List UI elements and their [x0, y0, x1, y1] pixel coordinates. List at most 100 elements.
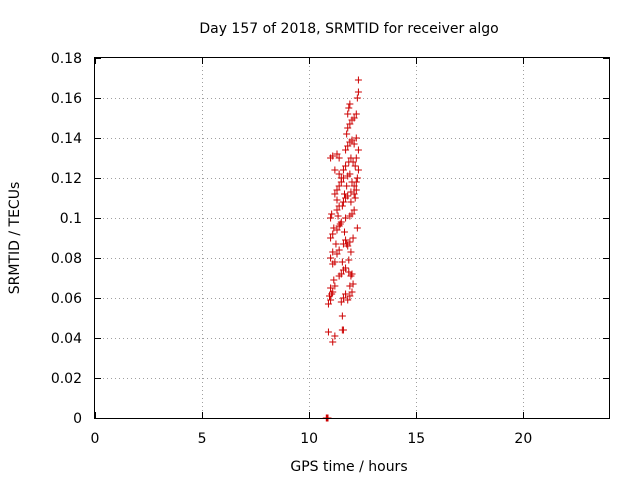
data-point	[327, 284, 335, 292]
data-point	[331, 166, 339, 174]
data-point	[351, 162, 359, 170]
data-point	[327, 234, 335, 242]
data-point	[336, 220, 344, 228]
data-point	[348, 210, 356, 218]
x-tick-label: 10	[300, 431, 318, 447]
data-point	[349, 280, 357, 288]
data-point	[342, 146, 350, 154]
data-point	[327, 214, 335, 222]
data-point	[346, 120, 354, 128]
data-point	[329, 152, 337, 160]
data-point	[329, 230, 337, 238]
data-point	[333, 150, 341, 158]
data-point	[333, 196, 341, 204]
data-point	[333, 206, 341, 214]
data-point	[324, 300, 332, 308]
y-tick-label: 0.16	[51, 91, 82, 107]
data-point	[333, 186, 341, 194]
data-point	[335, 246, 343, 254]
data-point	[353, 94, 361, 102]
data-point	[352, 186, 360, 194]
data-point	[342, 290, 350, 298]
data-point	[350, 182, 358, 190]
axis-ticks	[95, 58, 609, 419]
data-point	[347, 198, 355, 206]
data-point	[331, 258, 339, 266]
data-point	[348, 136, 356, 144]
y-tick-label: 0.04	[51, 331, 82, 347]
data-point	[337, 174, 345, 182]
data-point	[344, 142, 352, 150]
data-point	[337, 270, 345, 278]
y-tick-label: 0.06	[51, 291, 82, 307]
data-point	[346, 292, 354, 300]
data-point	[333, 250, 341, 258]
data-point	[347, 248, 355, 256]
data-point	[332, 240, 340, 248]
data-point	[339, 166, 347, 174]
x-tick-label: 20	[514, 431, 532, 447]
y-axis-label: SRMTID / TECUs	[7, 182, 23, 295]
data-point	[343, 240, 351, 248]
y-tick-label: 0.02	[51, 371, 82, 387]
data-point	[341, 228, 349, 236]
y-tick-labels: 0 0.02 0.04 0.06 0.08 0.1 0.12 0.14 0.16 0.18	[51, 51, 82, 427]
data-point	[350, 114, 358, 122]
data-point	[350, 190, 358, 198]
y-tick-label: 0.18	[51, 51, 82, 67]
data-point	[330, 276, 338, 284]
data-point	[338, 202, 346, 210]
data-point	[352, 110, 360, 118]
data-point	[348, 270, 356, 278]
data-point	[349, 158, 357, 166]
x-tick-label: 5	[198, 431, 207, 447]
data-point	[354, 76, 362, 84]
y-tick-label: 0.14	[51, 131, 82, 147]
data-point	[334, 212, 342, 220]
data-point	[335, 170, 343, 178]
data-point	[343, 182, 351, 190]
data-point	[352, 178, 360, 186]
data-point	[353, 174, 361, 182]
data-point	[345, 104, 353, 112]
data-points	[322, 76, 362, 422]
data-point	[327, 254, 335, 262]
data-point	[341, 190, 349, 198]
data-point	[335, 182, 343, 190]
data-point	[354, 146, 362, 154]
data-point	[339, 198, 347, 206]
data-point	[348, 288, 356, 296]
x-tick-labels: 0 5 10 15 20	[91, 431, 533, 447]
data-point	[342, 236, 350, 244]
data-point	[344, 124, 352, 132]
data-point	[329, 288, 337, 296]
data-point	[346, 170, 354, 178]
data-point	[344, 296, 352, 304]
data-point	[342, 214, 350, 222]
data-point	[354, 88, 362, 96]
data-point	[345, 256, 353, 264]
data-point	[343, 130, 351, 138]
data-point	[337, 298, 345, 306]
x-tick-label: 0	[91, 431, 100, 447]
y-tick-label: 0.12	[51, 171, 82, 187]
data-point	[342, 264, 350, 272]
x-axis-label: GPS time / hours	[290, 459, 407, 475]
y-tick-label: 0.1	[60, 211, 82, 227]
data-point	[352, 134, 360, 142]
data-point	[346, 100, 354, 108]
data-point	[342, 162, 350, 170]
data-point	[350, 206, 358, 214]
x-tick-label: 15	[407, 431, 425, 447]
data-point	[352, 154, 360, 162]
data-point	[331, 332, 339, 340]
y-tick-label: 0	[73, 411, 82, 427]
data-point	[328, 210, 336, 218]
data-point	[344, 110, 352, 118]
data-point	[350, 140, 358, 148]
data-point	[353, 224, 361, 232]
chart-title: Day 157 of 2018, SRMTID for receiver alg…	[199, 21, 498, 37]
plot-frame	[94, 57, 610, 419]
data-point	[329, 338, 337, 346]
